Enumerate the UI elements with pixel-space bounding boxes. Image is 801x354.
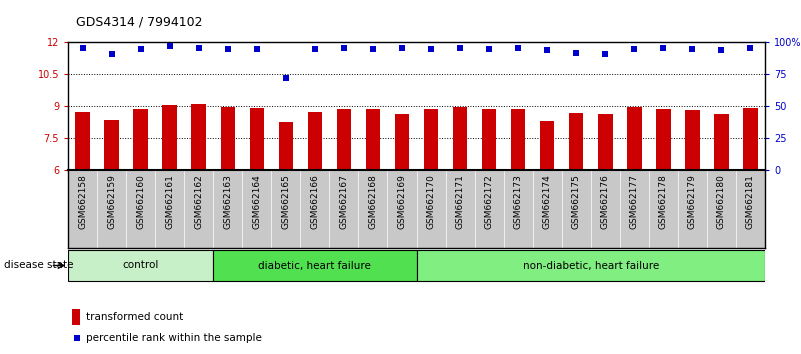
Point	[70, 335, 83, 341]
Point	[163, 44, 176, 49]
Point	[453, 45, 466, 50]
Bar	[71, 309, 80, 325]
Text: GSM662167: GSM662167	[340, 174, 348, 229]
Bar	[213, 250, 417, 281]
Bar	[279, 122, 293, 170]
Bar	[134, 109, 148, 170]
Text: GSM662168: GSM662168	[368, 174, 377, 229]
Text: diabetic, heart failure: diabetic, heart failure	[259, 261, 372, 270]
Point	[512, 45, 525, 50]
Bar	[569, 113, 583, 170]
Bar	[75, 112, 90, 170]
Text: GSM662172: GSM662172	[485, 174, 493, 229]
Bar	[685, 110, 699, 170]
Text: percentile rank within the sample: percentile rank within the sample	[86, 332, 261, 343]
Bar	[250, 108, 264, 170]
Text: GSM662180: GSM662180	[717, 174, 726, 229]
Text: non-diabetic, heart failure: non-diabetic, heart failure	[522, 261, 659, 270]
Point	[337, 45, 350, 50]
Text: GSM662170: GSM662170	[427, 174, 436, 229]
Bar	[424, 109, 438, 170]
Point	[105, 51, 118, 57]
Bar	[656, 109, 670, 170]
Text: GSM662164: GSM662164	[252, 174, 261, 229]
Bar	[417, 250, 765, 281]
Point	[396, 45, 409, 50]
Point	[76, 45, 89, 50]
Bar	[540, 121, 554, 170]
Point	[599, 51, 612, 57]
Bar	[68, 250, 213, 281]
Text: GSM662166: GSM662166	[311, 174, 320, 229]
Bar	[308, 112, 322, 170]
Point	[657, 45, 670, 50]
Bar	[714, 114, 729, 170]
Bar	[191, 104, 206, 170]
Text: control: control	[123, 261, 159, 270]
Text: transformed count: transformed count	[86, 312, 183, 322]
Bar	[511, 109, 525, 170]
Text: GSM662175: GSM662175	[572, 174, 581, 229]
Text: GSM662165: GSM662165	[281, 174, 290, 229]
Point	[192, 45, 205, 50]
Text: GSM662160: GSM662160	[136, 174, 145, 229]
Text: GSM662169: GSM662169	[397, 174, 406, 229]
Text: GDS4314 / 7994102: GDS4314 / 7994102	[76, 15, 203, 28]
Point	[483, 46, 496, 52]
Point	[280, 75, 292, 81]
Point	[570, 50, 582, 56]
Bar	[163, 105, 177, 170]
Bar	[743, 108, 758, 170]
Text: GSM662162: GSM662162	[195, 174, 203, 229]
Point	[135, 46, 147, 52]
Point	[541, 47, 553, 53]
Text: GSM662161: GSM662161	[165, 174, 174, 229]
Text: GSM662174: GSM662174	[543, 174, 552, 229]
Bar	[336, 109, 351, 170]
Bar	[482, 109, 497, 170]
Text: GSM662171: GSM662171	[456, 174, 465, 229]
Point	[628, 46, 641, 52]
Bar	[395, 114, 409, 170]
Text: GSM662158: GSM662158	[78, 174, 87, 229]
Text: GSM662163: GSM662163	[223, 174, 232, 229]
Bar	[104, 120, 119, 170]
Bar	[627, 107, 642, 170]
Text: GSM662181: GSM662181	[746, 174, 755, 229]
Point	[308, 46, 321, 52]
Point	[251, 46, 264, 52]
Bar	[220, 107, 235, 170]
Text: GSM662176: GSM662176	[601, 174, 610, 229]
Text: GSM662177: GSM662177	[630, 174, 638, 229]
Point	[715, 47, 728, 53]
Point	[425, 46, 437, 52]
Point	[221, 46, 234, 52]
Bar	[453, 107, 467, 170]
Bar	[598, 114, 613, 170]
Point	[744, 45, 757, 50]
Point	[367, 46, 380, 52]
Text: GSM662159: GSM662159	[107, 174, 116, 229]
Text: GSM662173: GSM662173	[513, 174, 522, 229]
Point	[686, 46, 698, 52]
Text: GSM662179: GSM662179	[688, 174, 697, 229]
Text: GSM662178: GSM662178	[659, 174, 668, 229]
Bar	[366, 109, 380, 170]
Text: disease state: disease state	[4, 261, 74, 270]
